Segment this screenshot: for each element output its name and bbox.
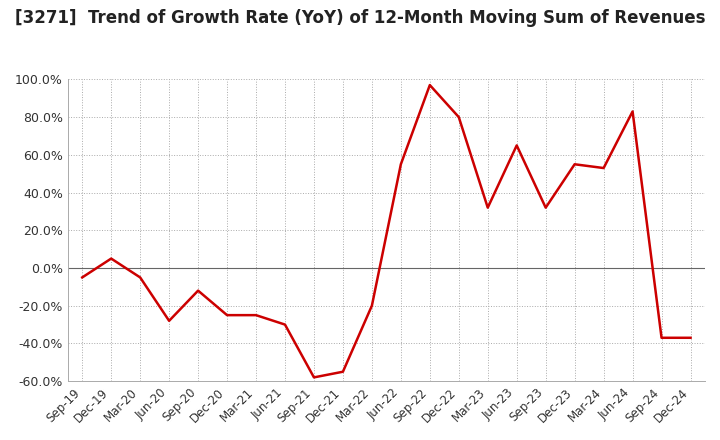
Text: [3271]  Trend of Growth Rate (YoY) of 12-Month Moving Sum of Revenues: [3271] Trend of Growth Rate (YoY) of 12-… xyxy=(14,9,706,27)
